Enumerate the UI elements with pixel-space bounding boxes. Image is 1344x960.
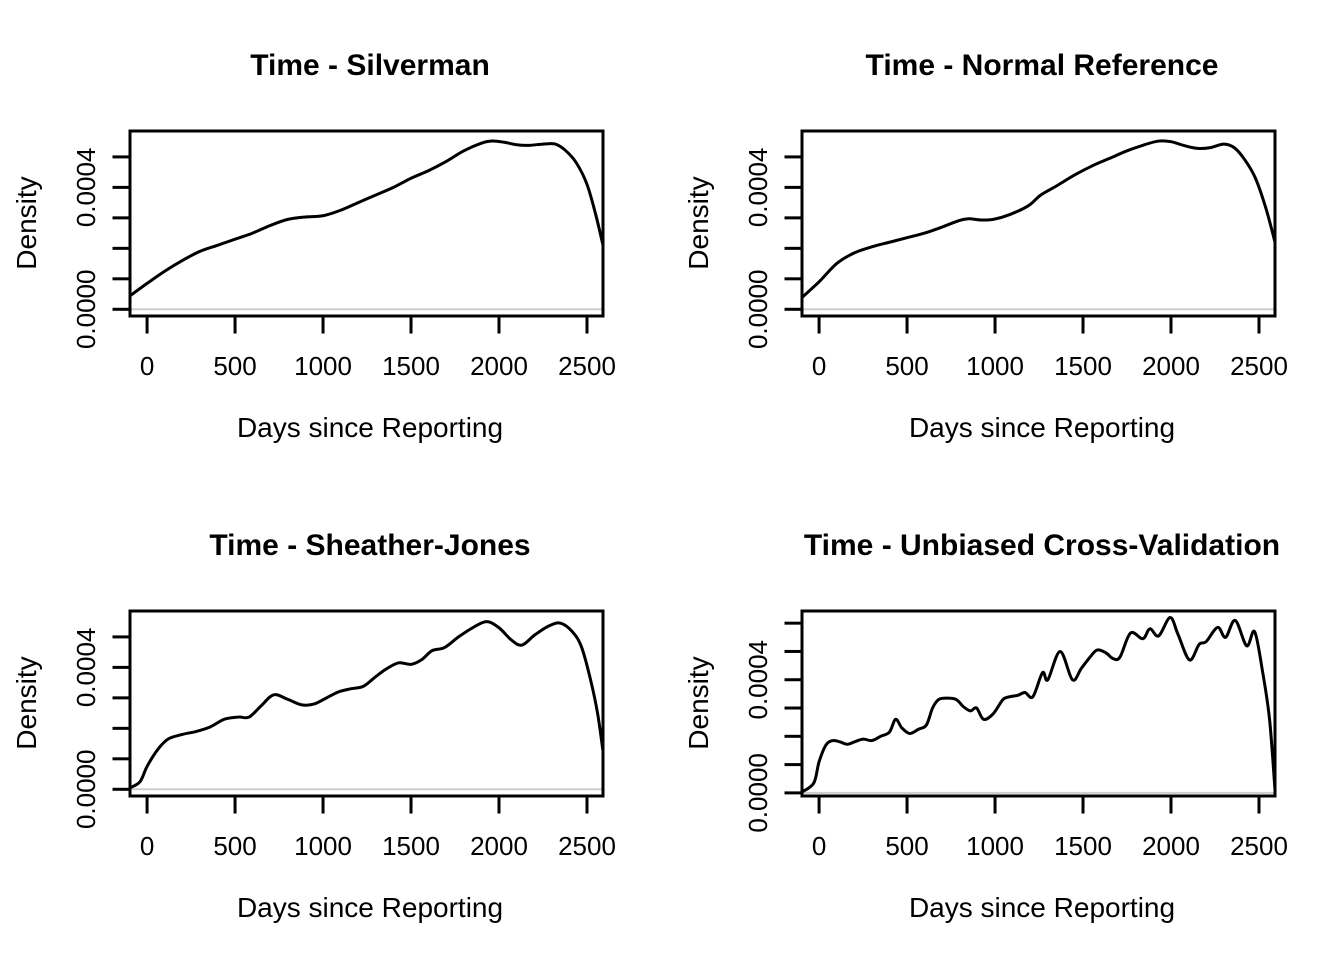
x-tick-label: 0 [812,831,826,861]
panel-unbiased-cross-validation: Time - Unbiased Cross-Validation Density… [672,480,1344,960]
y-tick-label: 0.0004 [71,628,101,708]
x-tick-label: 500 [885,351,928,381]
plot-box [800,609,1277,798]
y-tick-label: 0.0000 [743,270,773,350]
x-tick-label: 2500 [558,831,616,861]
y-tick-label: 0.0000 [743,753,773,833]
x-tick-label: 0 [140,831,154,861]
plot-box [128,129,605,318]
x-tick-label: 2500 [1230,351,1288,381]
x-tick-label: 1000 [294,831,352,861]
x-tick-label: 1500 [382,831,440,861]
x-tick-label: 2000 [1142,351,1200,381]
y-tick-label: 0.0004 [71,148,101,228]
plot-area-silverman: 0 500 1000 1500 2000 2500 0.0000 0.0004 [71,129,616,381]
x-tick-label: 500 [885,831,928,861]
x-tick-label: 1000 [966,351,1024,381]
plot-area-normal-reference: 0 500 1000 1500 2000 2500 0.0000 0.0004 [743,129,1288,381]
x-tick-label: 2000 [470,831,528,861]
plot-box [128,609,605,798]
y-tick-label: 0.0004 [743,148,773,228]
x-tick-label: 0 [812,351,826,381]
x-tick-label: 2500 [558,351,616,381]
x-tick-label: 1500 [1054,831,1112,861]
density-curve [130,139,603,298]
x-tick-label: 500 [213,351,256,381]
panel-silverman: Time - Silverman Density Days since Repo… [0,0,672,480]
panel-title: Time - Sheather-Jones [209,529,531,562]
panel-sheather-jones: Time - Sheather-Jones Density Days since… [0,480,672,960]
x-axis-label: Days since Reporting [908,892,1176,923]
density-curve [802,139,1275,299]
x-axis-label: Days since Reporting [236,892,504,923]
plot-area-sheather-jones: 0 500 1000 1500 2000 2500 0.0000 0.0004 [71,609,616,861]
panel-title: Time - Normal Reference [865,49,1219,82]
y-tick-label: 0.0004 [743,640,773,720]
x-tick-label: 2000 [1142,831,1200,861]
x-tick-label: 2500 [1230,831,1288,861]
x-tick-label: 0 [140,351,154,381]
x-axis-label: Days since Reporting [908,412,1176,443]
x-tick-label: 1500 [1054,351,1112,381]
x-tick-label: 1000 [294,351,352,381]
panel-title: Time - Silverman [250,49,490,82]
x-tick-label: 500 [213,831,256,861]
y-tick-label: 0.0000 [71,270,101,350]
x-tick-label: 1000 [966,831,1024,861]
x-tick-label: 1500 [382,351,440,381]
y-tick-label: 0.0000 [71,750,101,830]
density-curve [130,620,603,790]
panel-title: Time - Unbiased Cross-Validation [803,529,1281,562]
panel-normal-reference: Time - Normal Reference Density Days sin… [672,0,1344,480]
density-curve [802,616,1275,794]
x-axis-label: Days since Reporting [236,412,504,443]
plot-area-unbiased-cross-validation: 0 500 1000 1500 2000 2500 0.0000 0.0004 [743,609,1288,861]
plot-box [800,129,1277,318]
x-tick-label: 2000 [470,351,528,381]
